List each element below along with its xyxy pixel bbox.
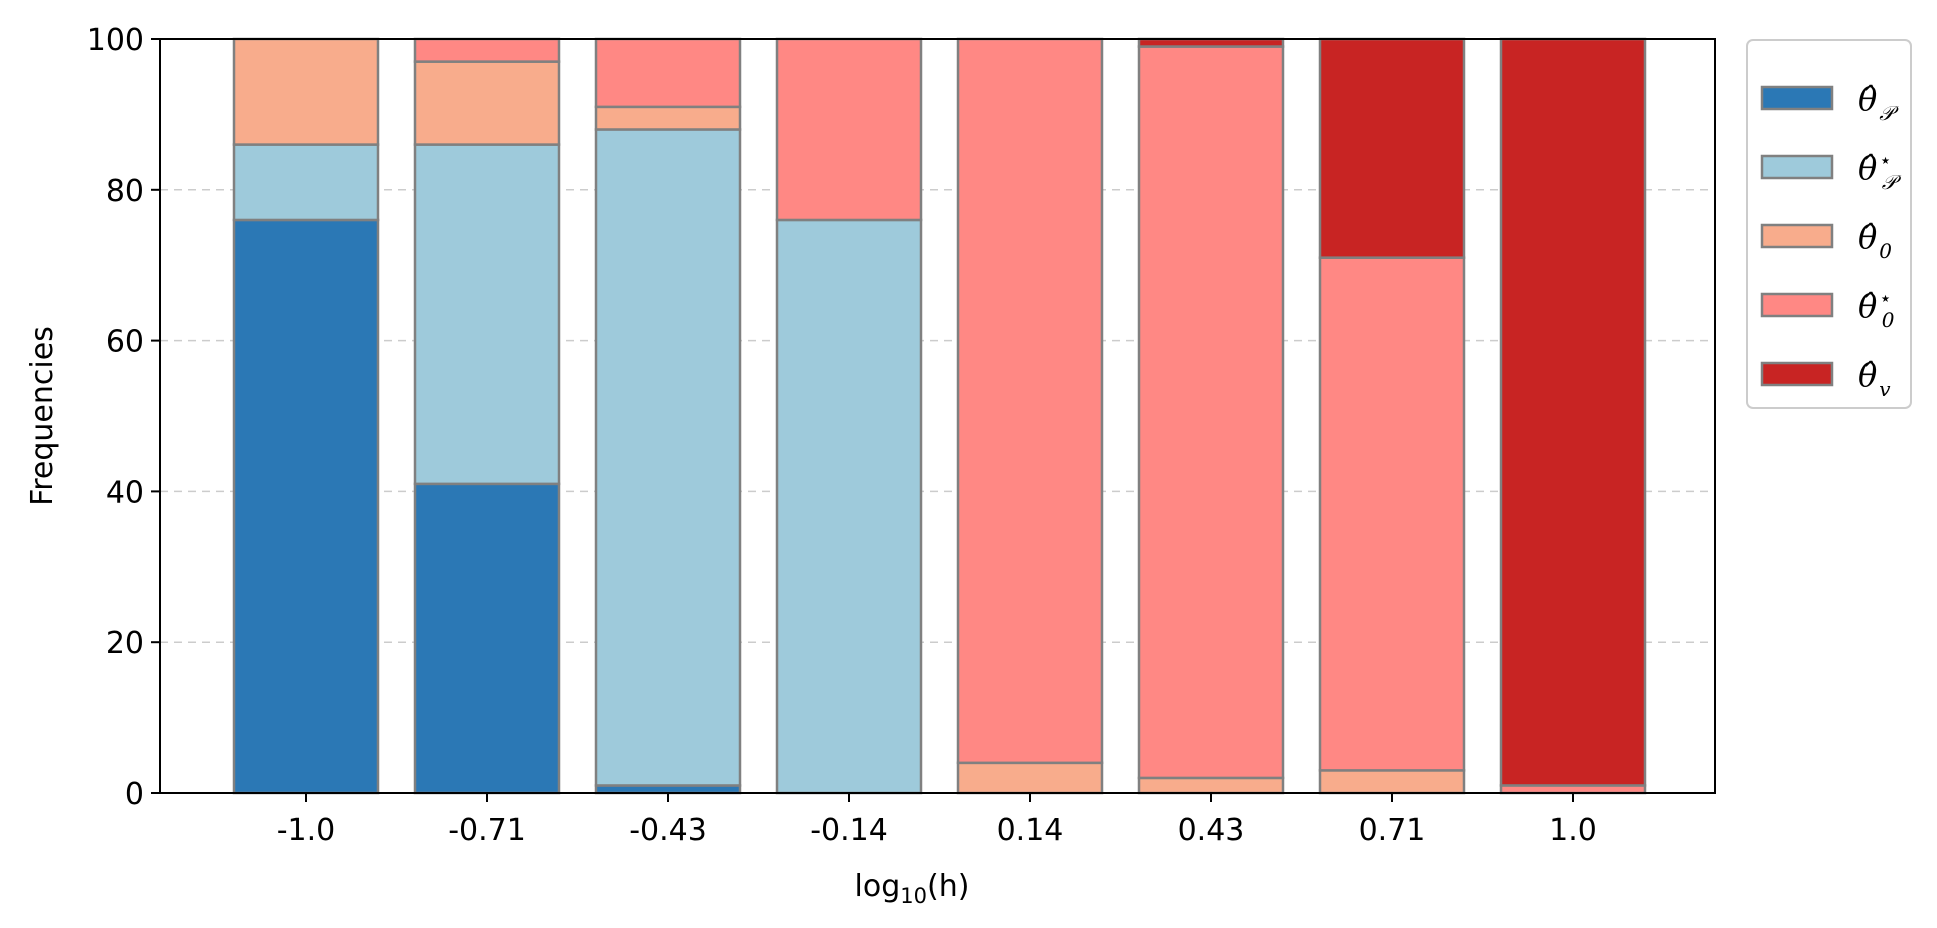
bar-segment [1318,256,1466,772]
x-axis-label-arg: (h) [927,869,969,904]
x-tick-label: -0.71 [448,813,526,848]
x-tick-label: 0.71 [1359,813,1426,848]
legend-label: θ̂ ⋆ 0 [1858,286,1895,332]
bars [232,37,1647,795]
x-axis: -1.0 -0.71 -0.43 -0.14 0.14 0.43 0.71 1.0 [277,793,1597,848]
x-tick-label: 1.0 [1549,813,1597,848]
bar-segment [413,482,561,795]
legend-label: θ̂ 0 [1858,218,1892,263]
legend-item: θ̂ v [1760,356,1891,401]
y-tick-label: 40 [106,475,144,510]
legend-label-sup: ⋆ [1879,148,1892,172]
legend-item: θ̂ 0 [1760,218,1892,263]
bar-segment [1137,45,1285,780]
x-tick-label: 0.43 [1178,813,1245,848]
legend-swatch [1760,223,1834,249]
legend-swatch [1760,85,1834,111]
grid-lines [160,189,1715,643]
bar-segment [1137,37,1285,48]
legend-label-base: θ̂ [1858,287,1877,325]
bar-segment [956,37,1104,765]
legend-swatch [1760,154,1834,180]
bar-segment [1137,776,1285,795]
legend-item: θ̂ ⋆ 0 [1760,286,1895,332]
y-tick-label: 80 [106,174,144,209]
legend-label-base: θ̂ [1858,149,1877,187]
x-tick-label: -0.14 [810,813,888,848]
y-axis-label: Frequencies [25,326,60,506]
y-tick-label: 0 [125,777,144,812]
bar-segment [1499,37,1647,787]
bar-segment [413,143,561,486]
legend-label-sub: 0 [1879,239,1892,263]
y-tick-label: 100 [87,23,144,58]
bar-segment [594,37,742,109]
bar-segment [413,37,561,63]
legend-label-sub: v [1879,377,1891,401]
legend: θ̂ 𝒫θ̂ ⋆ 𝒫θ̂ 0θ̂ ⋆ 0θ̂ v [1746,39,1912,409]
legend-swatch [1760,292,1834,318]
x-axis-label-sub: 10 [900,884,927,908]
bar-segment [775,37,923,222]
bar-segment [1318,37,1466,259]
bar-segment [1318,769,1466,795]
legend-label: θ̂ v [1858,356,1891,401]
x-tick-label: -1.0 [277,813,336,848]
x-axis-label: log10(h) [855,869,970,908]
y-tick-label: 20 [106,626,144,661]
legend-label-base: θ̂ [1858,80,1877,118]
bar-segment [956,761,1104,795]
bar-segment [413,60,561,146]
x-tick-label: 0.14 [997,813,1064,848]
bar-segment [232,218,380,795]
legend-label-base: θ̂ [1858,218,1877,256]
legend-swatch [1760,361,1834,387]
bar-segment [594,105,742,131]
legend-label-base: θ̂ [1858,356,1877,394]
bar-segment [594,128,742,787]
y-axis: 0 20 40 60 80 100 [87,23,160,812]
x-tick-label: -0.43 [629,813,707,848]
bar-segment [775,218,923,795]
plot-frame [159,38,1716,794]
legend-label-sub: 0 [1882,308,1895,332]
bar-segment [232,37,380,146]
legend-label-sup: ⋆ [1879,286,1892,310]
y-tick-label: 60 [106,325,144,360]
x-axis-label-base: log [855,869,901,904]
bar-segment [232,143,380,222]
